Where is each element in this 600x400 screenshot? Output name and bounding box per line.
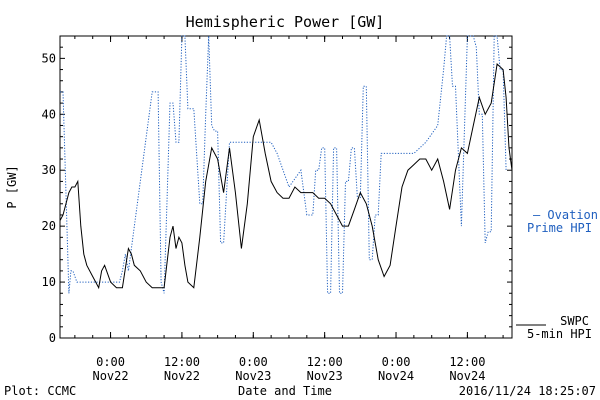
x-tick-label-date: Nov24 [378, 369, 414, 383]
series-ovation-prime-hpi [60, 35, 507, 294]
footer-timestamp: 2016/11/24 18:25:07 [459, 384, 596, 398]
y-tick-label: 20 [42, 219, 56, 233]
y-tick-label: 50 [42, 51, 56, 65]
legend-swpc-line1: SWPC [560, 314, 589, 328]
chart-title: Hemispheric Power [GW] [186, 13, 385, 31]
x-tick-label-date: Nov22 [164, 369, 200, 383]
x-tick-label-time: 0:00 [96, 355, 125, 369]
legend-swpc-line2: 5-min HPI [527, 327, 592, 341]
x-tick-label-time: 0:00 [382, 355, 411, 369]
x-tick-label-date: Nov23 [235, 369, 271, 383]
series-layer [59, 35, 513, 294]
y-axis-label: P [GW] [5, 165, 19, 208]
x-tick-label-time: 12:00 [307, 355, 343, 369]
x-tick-label-date: Nov22 [92, 369, 128, 383]
x-tick-label-time: 0:00 [239, 355, 268, 369]
x-tick-label-time: 12:00 [164, 355, 200, 369]
legend-ovation-line2: Prime HPI [527, 221, 592, 235]
footer-plot-credit: Plot: CCMC [4, 384, 76, 398]
tick-labels: 010203040500:00Nov2212:00Nov220:00Nov231… [42, 51, 486, 383]
axis-ticks [60, 35, 512, 339]
y-tick-label: 10 [42, 275, 56, 289]
legend-ovation-line1: — Ovation [533, 208, 598, 222]
y-tick-label: 0 [49, 331, 56, 345]
y-tick-label: 40 [42, 107, 56, 121]
y-tick-label: 30 [42, 163, 56, 177]
x-tick-label-date: Nov24 [449, 369, 485, 383]
plot-frame [59, 35, 513, 339]
x-axis-label: Date and Time [238, 384, 332, 398]
x-tick-label-date: Nov23 [307, 369, 343, 383]
series-swpc-5min-hpi [59, 62, 513, 290]
x-tick-label-time: 12:00 [449, 355, 485, 369]
